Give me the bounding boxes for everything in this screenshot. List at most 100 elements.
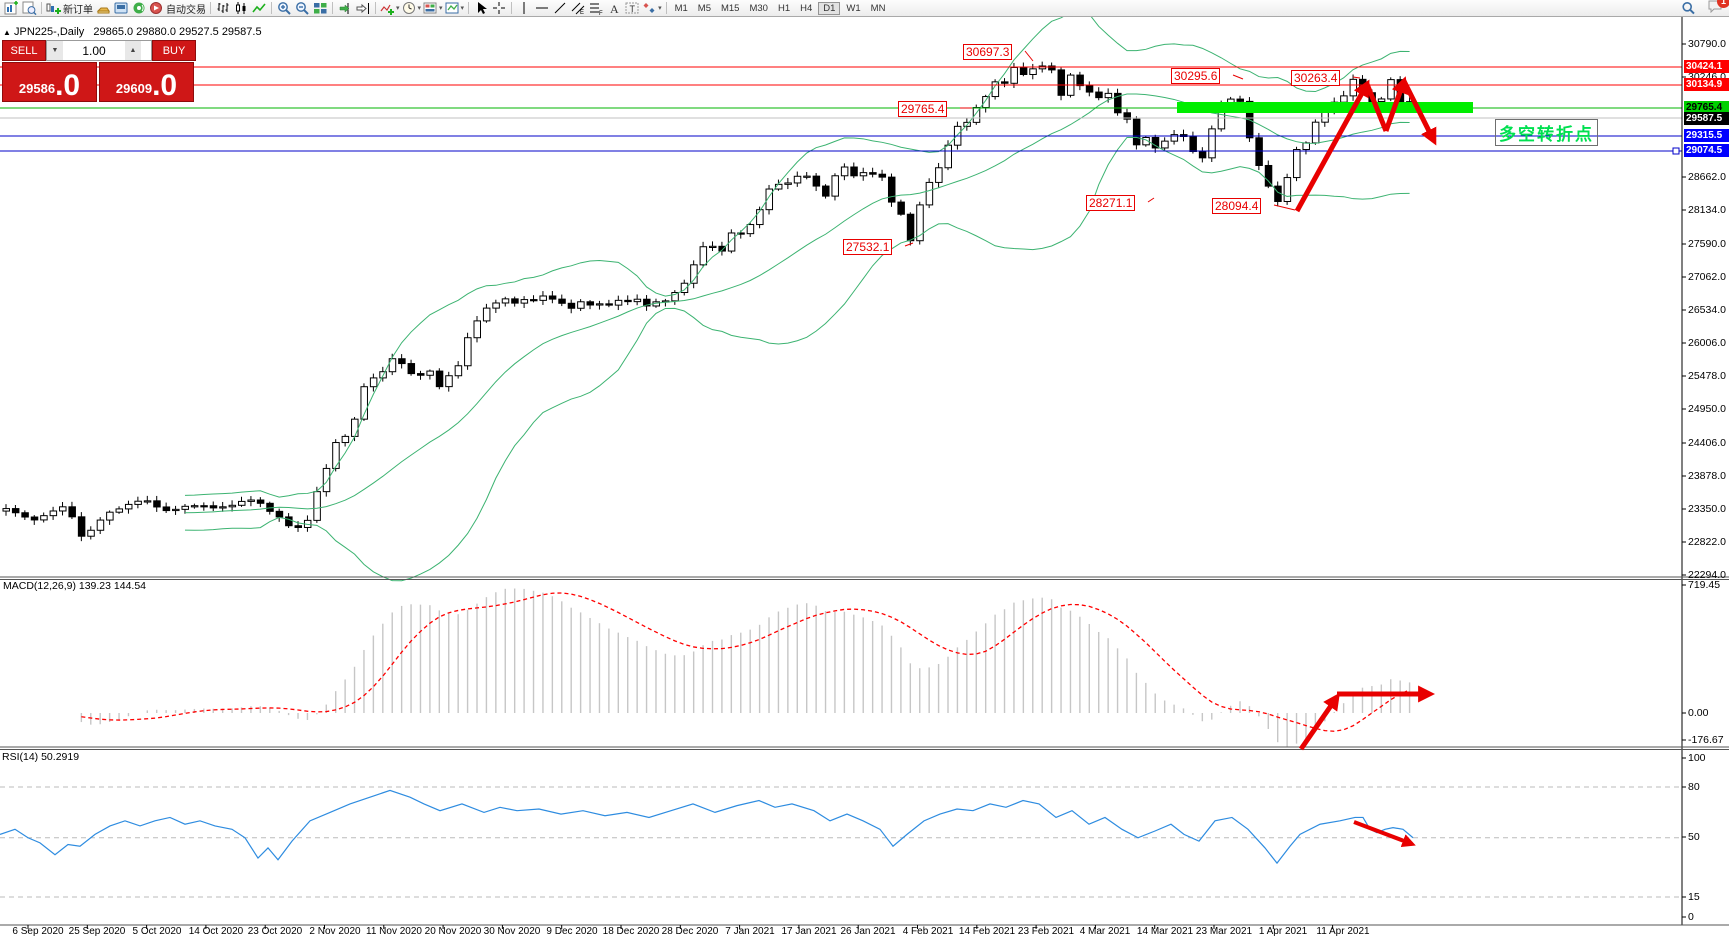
templates-button[interactable]: ▾ xyxy=(423,1,443,16)
rsi-tick-label: 15 xyxy=(1688,891,1700,903)
price-callout[interactable]: 30697.3 xyxy=(963,44,1013,60)
add-indicator-button[interactable]: ▾ xyxy=(380,1,400,16)
chart-shift-button[interactable] xyxy=(337,1,353,16)
price-callout[interactable]: 28271.1 xyxy=(1086,195,1136,211)
price-callout[interactable]: 29765.4 xyxy=(898,101,948,117)
new-chart-button[interactable] xyxy=(3,0,19,16)
horizontal-line-button[interactable] xyxy=(534,1,550,16)
chart-preview-button[interactable] xyxy=(21,1,37,16)
trendline-icon xyxy=(553,1,568,16)
rsi-gridlines xyxy=(0,786,1682,898)
text-button[interactable]: A xyxy=(606,1,622,16)
trendline-button[interactable] xyxy=(552,1,568,16)
bid-price-box[interactable]: 29586 .0 xyxy=(2,62,97,102)
expand-arrow-icon[interactable]: ▲ xyxy=(3,28,11,37)
ask-fraction: .0 xyxy=(152,69,178,102)
timeframe-mn[interactable]: MN xyxy=(870,2,886,14)
fibonacci-button[interactable]: F xyxy=(588,1,604,16)
trend-arrows[interactable] xyxy=(1294,76,1437,847)
price-tick-label: 23878.0 xyxy=(1688,470,1726,482)
channel-icon: E xyxy=(571,1,586,16)
timeframe-d1[interactable]: D1 xyxy=(818,1,841,15)
price-callout[interactable]: 30263.4 xyxy=(1291,70,1341,86)
timeframe-m1[interactable]: M1 xyxy=(674,2,688,14)
line-chart-button[interactable] xyxy=(251,1,267,16)
terminal-icon xyxy=(114,1,129,16)
macd-tick-label: 719.45 xyxy=(1688,579,1721,591)
channel-button[interactable]: E xyxy=(570,1,586,16)
price-line-badge: 30424.1 xyxy=(1684,60,1729,73)
toolbar-button-label: 新订单 xyxy=(63,4,93,16)
timeframe-m30[interactable]: M30 xyxy=(749,2,768,14)
new-order-button[interactable]: 新订单 xyxy=(46,1,93,16)
macd-label: MACD(12,26,9) 139.23 144.54 xyxy=(3,580,147,592)
price-callout[interactable]: 30295.6 xyxy=(1171,68,1221,84)
indicator-list-button[interactable]: ▾ xyxy=(445,1,465,16)
price-callout[interactable]: 28094.4 xyxy=(1212,198,1262,214)
date-label: 14 Mar 2021 xyxy=(1136,926,1194,937)
sell-button[interactable]: SELL xyxy=(2,40,46,61)
date-label: 11 Nov 2020 xyxy=(366,926,422,937)
price-callout[interactable]: 27532.1 xyxy=(843,239,893,255)
date-label: 6 Sep 2020 xyxy=(12,926,64,937)
zoom-out-button[interactable] xyxy=(294,1,310,16)
chevron-down-icon[interactable]: ▾ xyxy=(658,5,662,12)
price-tick-label: 24406.0 xyxy=(1688,437,1726,449)
crosshair-button[interactable] xyxy=(491,1,507,16)
text-label-button[interactable]: T xyxy=(624,1,640,16)
toolbar: 新订单 自动交易 ▾ ▾ ▾ ▾ E F A T ▾ M1 M5 M15 M30 H1 H4 D1 W1 MN 1 xyxy=(0,0,1729,17)
chevron-down-icon[interactable]: ▾ xyxy=(417,5,422,12)
chevron-down-icon[interactable]: ▾ xyxy=(396,5,400,12)
price-tick-label: 25478.0 xyxy=(1688,370,1726,382)
buy-button[interactable]: BUY xyxy=(152,40,196,61)
cursor-button[interactable] xyxy=(473,1,489,16)
market-button[interactable] xyxy=(95,1,111,16)
search-icon[interactable] xyxy=(1680,1,1696,16)
vertical-line-icon xyxy=(517,1,532,16)
candlestick-chart-button[interactable] xyxy=(233,1,249,16)
bar-chart-button[interactable] xyxy=(215,1,231,16)
toolbar-left-group: 新订单 自动交易 ▾ ▾ ▾ ▾ E F A T ▾ xyxy=(2,0,670,16)
tile-windows-button[interactable] xyxy=(312,1,328,16)
vertical-line-button[interactable] xyxy=(516,1,532,16)
chat-button[interactable]: 1 xyxy=(1707,0,1729,18)
fibonacci-icon: F xyxy=(589,1,604,16)
symbol-period-label: JPN225-,Daily xyxy=(13,26,85,38)
volume-input[interactable]: 1.00 xyxy=(82,43,106,58)
signal-button[interactable] xyxy=(131,1,147,16)
timeframe-h1[interactable]: H1 xyxy=(777,2,791,14)
terminal-button[interactable] xyxy=(113,1,129,16)
price-line-badge: 29587.5 xyxy=(1684,112,1729,125)
timeframe-m15[interactable]: M15 xyxy=(720,2,740,14)
toolbar-separator xyxy=(511,2,513,14)
price-line-badge: 29765.4 xyxy=(1684,101,1729,114)
ask-price-box[interactable]: 29609 .0 xyxy=(99,62,194,102)
indicator-list-icon xyxy=(445,1,460,16)
toolbar-separator xyxy=(468,2,470,14)
volume-down-button[interactable]: ▼ xyxy=(47,41,63,60)
line-chart-icon xyxy=(251,1,267,16)
shapes-button[interactable]: ▾ xyxy=(642,1,662,16)
chevron-down-icon[interactable]: ▾ xyxy=(460,5,465,12)
macd-signal-line xyxy=(81,592,1410,732)
timeframe-h4[interactable]: H4 xyxy=(800,2,813,14)
date-label: 17 Jan 2021 xyxy=(781,926,837,937)
volume-stepper: ▼ 1.00 ▲ xyxy=(46,40,152,61)
timeframe-w1[interactable]: W1 xyxy=(846,2,861,14)
volume-up-button[interactable]: ▲ xyxy=(125,41,141,60)
line-handle[interactable] xyxy=(1672,147,1680,155)
note-annotation[interactable]: 多空转折点 xyxy=(1495,119,1598,146)
svg-text:F: F xyxy=(599,11,603,16)
zoom-in-button[interactable] xyxy=(276,1,292,16)
support-zone-rect[interactable] xyxy=(1177,102,1473,113)
candlestick-chart-icon xyxy=(234,1,249,16)
chevron-down-icon[interactable]: ▾ xyxy=(439,5,443,12)
autotrading-button[interactable]: 自动交易 xyxy=(149,1,206,16)
timeframe-m5[interactable]: M5 xyxy=(697,2,711,14)
date-label: 5 Oct 2020 xyxy=(132,926,182,937)
periods-button[interactable]: ▾ xyxy=(402,1,422,16)
tile-windows-icon xyxy=(313,1,328,16)
auto-scroll-button[interactable] xyxy=(355,1,371,16)
